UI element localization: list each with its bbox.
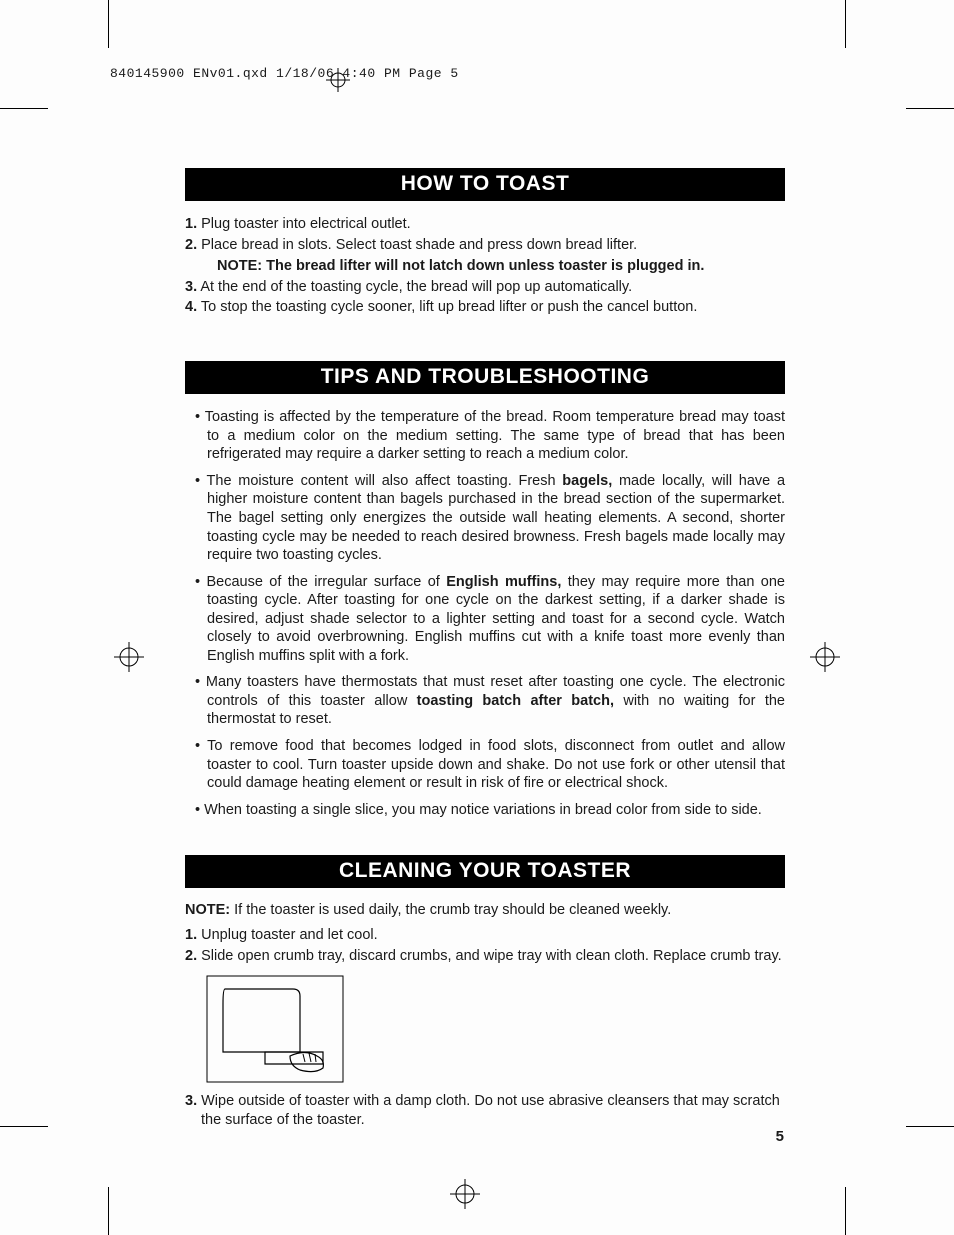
tip-text-pre: Toasting is affected by the temperature … bbox=[205, 409, 785, 462]
crop-mark bbox=[0, 108, 48, 109]
step-item: 1. Plug toaster into electrical outlet. bbox=[185, 215, 785, 234]
step-number: 3. bbox=[185, 1093, 197, 1109]
cleaning-note: NOTE: If the toaster is used daily, the … bbox=[185, 902, 785, 918]
crop-mark bbox=[0, 1126, 48, 1127]
step-text: To stop the toasting cycle sooner, lift … bbox=[201, 299, 698, 315]
registration-mark-icon bbox=[114, 642, 144, 672]
crop-mark bbox=[845, 1187, 846, 1235]
tip-text-pre: The moisture content will also affect to… bbox=[207, 473, 563, 489]
crop-mark bbox=[108, 0, 109, 48]
section-title-tips: TIPS AND TROUBLESHOOTING bbox=[185, 361, 785, 394]
step-text: Place bread in slots. Select toast shade… bbox=[201, 237, 637, 253]
step-item: 1. Unplug toaster and let cool. bbox=[185, 926, 785, 945]
section-title-cleaning: CLEANING YOUR TOASTER bbox=[185, 855, 785, 888]
crop-mark bbox=[108, 1187, 109, 1235]
tip-text-bold: bagels, bbox=[562, 473, 612, 489]
step-number: 1. bbox=[185, 216, 197, 232]
page-number: 5 bbox=[776, 1128, 784, 1145]
step-note: NOTE: The bread lifter will not latch do… bbox=[201, 257, 785, 276]
step-number: 2. bbox=[185, 948, 197, 964]
tip-text-bold: toasting batch after batch, bbox=[417, 693, 614, 709]
section-title-toast: HOW TO TOAST bbox=[185, 168, 785, 201]
cleaning-steps-cont: 3. Wipe outside of toaster with a damp c… bbox=[185, 1092, 785, 1130]
crop-mark bbox=[845, 0, 846, 48]
step-item: 2. Slide open crumb tray, discard crumbs… bbox=[185, 947, 785, 966]
note-text: If the toaster is used daily, the crumb … bbox=[230, 902, 671, 918]
cleaning-steps: 1. Unplug toaster and let cool. 2. Slide… bbox=[185, 926, 785, 966]
step-item: 3. Wipe outside of toaster with a damp c… bbox=[185, 1092, 785, 1130]
tip-text-pre: To remove food that becomes lodged in fo… bbox=[207, 738, 785, 791]
file-header: 840145900 ENv01.qxd 1/18/06 4:40 PM Page… bbox=[110, 66, 459, 81]
step-number: 1. bbox=[185, 927, 197, 943]
note-label: NOTE: bbox=[185, 902, 230, 918]
toast-steps: 1. Plug toaster into electrical outlet. … bbox=[185, 215, 785, 317]
page-sheet: 840145900 ENv01.qxd 1/18/06 4:40 PM Page… bbox=[0, 0, 954, 1235]
tip-item: Many toasters have thermostats that must… bbox=[185, 673, 785, 729]
step-number: 3. bbox=[185, 279, 197, 295]
tip-text-pre: When toasting a single slice, you may no… bbox=[204, 802, 762, 818]
tip-item: Toasting is affected by the temperature … bbox=[185, 408, 785, 464]
tip-text-bold: English muffins, bbox=[446, 574, 561, 590]
step-text: Slide open crumb tray, discard crumbs, a… bbox=[201, 948, 782, 964]
crop-mark bbox=[906, 1126, 954, 1127]
registration-mark-icon bbox=[810, 642, 840, 672]
tip-item: When toasting a single slice, you may no… bbox=[185, 801, 785, 820]
step-item: 3. At the end of the toasting cycle, the… bbox=[185, 278, 785, 297]
step-text: Wipe outside of toaster with a damp clot… bbox=[201, 1093, 780, 1128]
step-number: 4. bbox=[185, 299, 197, 315]
toaster-illustration bbox=[205, 974, 345, 1084]
registration-mark-icon bbox=[450, 1179, 480, 1209]
crop-mark bbox=[906, 108, 954, 109]
step-text: Unplug toaster and let cool. bbox=[201, 927, 378, 943]
tips-list: Toasting is affected by the temperature … bbox=[185, 408, 785, 819]
tip-text-pre: Because of the irregular surface of bbox=[206, 574, 446, 590]
step-item: 4. To stop the toasting cycle sooner, li… bbox=[185, 298, 785, 317]
tip-item: The moisture content will also affect to… bbox=[185, 472, 785, 565]
tip-item: Because of the irregular surface of Engl… bbox=[185, 573, 785, 666]
step-text: Plug toaster into electrical outlet. bbox=[201, 216, 411, 232]
step-number: 2. bbox=[185, 237, 197, 253]
step-text: At the end of the toasting cycle, the br… bbox=[200, 279, 632, 295]
tip-item: To remove food that becomes lodged in fo… bbox=[185, 737, 785, 793]
step-item: 2. Place bread in slots. Select toast sh… bbox=[185, 236, 785, 276]
page-content: HOW TO TOAST 1. Plug toaster into electr… bbox=[185, 168, 785, 1132]
